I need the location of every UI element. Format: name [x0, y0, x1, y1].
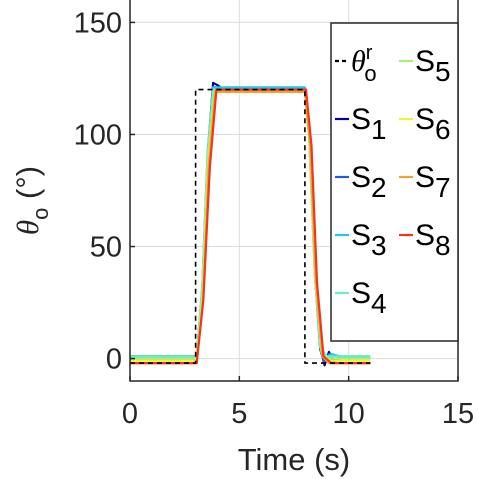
legend-item-s4: S4: [335, 277, 387, 319]
series-line-ref: [130, 88, 371, 364]
legend-label: S6: [415, 103, 451, 145]
legend-box: [330, 22, 459, 342]
y-tick-label: 50: [90, 232, 122, 264]
x-ticks: 0 5 10 15: [122, 376, 474, 430]
legend-item-s1: S1: [335, 103, 387, 145]
legend-label: S1: [351, 103, 387, 145]
legend: θr o S1 S2 S3 S4 S5 S6 S7 S8: [330, 22, 459, 342]
legend-label: S7: [415, 161, 451, 203]
legend-label: S2: [351, 161, 387, 203]
y-axis-symbol: θ: [10, 220, 45, 235]
y-tick-label: 0: [106, 344, 122, 376]
y-ticks: 0 50 100 150: [74, 7, 135, 376]
legend-label: θr o: [351, 42, 377, 86]
legend-item-s3: S3: [335, 219, 387, 261]
legend-item-s8: S8: [399, 219, 451, 261]
x-axis-label: Time (s): [238, 442, 351, 477]
series-layer: [130, 81, 371, 367]
legend-label: S3: [351, 219, 387, 261]
legend-item-s6: S6: [399, 103, 451, 145]
x-tick-label: 15: [442, 398, 474, 430]
legend-item-s5: S5: [399, 45, 451, 87]
y-tick-label: 100: [74, 119, 122, 151]
y-axis-label: θo (°): [10, 166, 53, 235]
y-axis-unit: (°): [10, 166, 45, 208]
legend-item-s7: S7: [399, 161, 451, 203]
series-line-s8: [130, 88, 371, 365]
x-tick-label: 0: [122, 398, 138, 430]
y-axis-subscript: o: [28, 208, 53, 220]
legend-label: S8: [415, 219, 451, 261]
legend-label: S4: [351, 277, 387, 319]
legend-item-s2: S2: [335, 161, 387, 203]
y-tick-label: 150: [74, 7, 122, 39]
x-tick-label: 10: [333, 398, 365, 430]
legend-label: S5: [415, 45, 451, 87]
legend-item-ref: θr o: [335, 42, 377, 86]
x-tick-label: 5: [231, 398, 247, 430]
